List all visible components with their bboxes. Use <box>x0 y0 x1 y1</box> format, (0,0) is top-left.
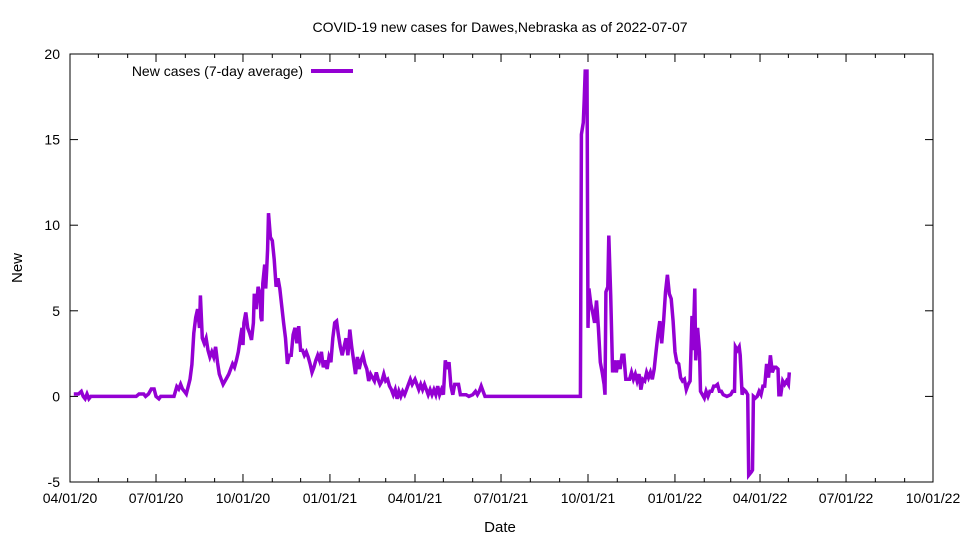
x-tick-label: 04/01/21 <box>388 490 443 506</box>
y-tick-label: 0 <box>52 388 60 404</box>
y-tick-label: 10 <box>44 217 60 233</box>
series-line-new-cases <box>73 69 792 481</box>
series-layer <box>73 69 792 481</box>
x-tick-label: 07/01/21 <box>474 490 529 506</box>
x-tick-label: 10/01/20 <box>216 490 271 506</box>
x-tick-label: 04/01/22 <box>733 490 788 506</box>
y-tick-label: -5 <box>48 474 61 490</box>
x-tick-label: 01/01/22 <box>648 490 703 506</box>
x-axis: 04/01/20 07/01/20 10/01/20 01/01/21 04/01/21… <box>43 54 960 506</box>
legend-label: New cases (7-day average) <box>132 63 303 79</box>
y-axis: -5 0 5 10 15 20 <box>44 46 933 490</box>
y-tick-label: 20 <box>44 46 60 62</box>
legend: New cases (7-day average) <box>132 63 353 79</box>
x-tick-label: 10/01/22 <box>906 490 960 506</box>
y-tick-label: 15 <box>44 132 60 148</box>
x-tick-label: 01/01/21 <box>303 490 358 506</box>
chart-title: COVID-19 new cases for Dawes,Nebraska as… <box>312 19 687 35</box>
x-tick-label: 07/01/20 <box>129 490 184 506</box>
y-tick-label: 5 <box>52 303 60 319</box>
y-axis-label: New <box>9 253 26 283</box>
x-tick-label: 10/01/21 <box>561 490 616 506</box>
plot-border <box>69 53 934 483</box>
plot-area <box>69 53 934 483</box>
x-axis-label: Date <box>484 519 516 536</box>
x-tick-label: 04/01/20 <box>43 490 98 506</box>
x-tick-label: 07/01/22 <box>819 490 874 506</box>
